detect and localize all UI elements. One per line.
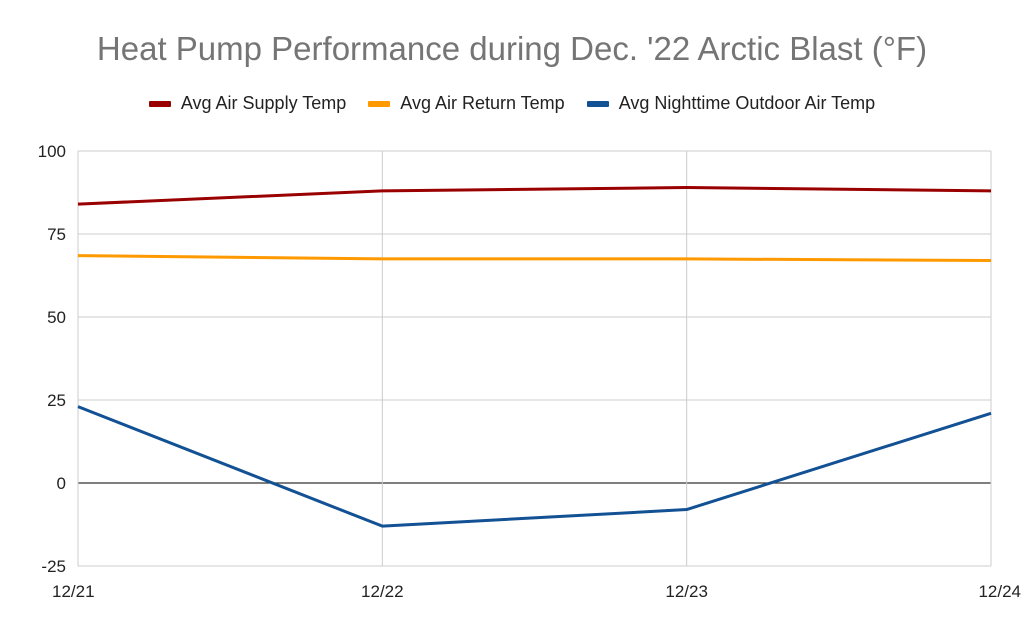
legend-label-outdoor: Avg Nighttime Outdoor Air Temp [618, 93, 876, 113]
y-tick-label: -25 [41, 557, 66, 576]
legend-label-supply: Avg Air Supply Temp [180, 93, 347, 113]
x-tick-label: 12/22 [361, 582, 404, 601]
series-line-0 [77, 186, 992, 206]
series-line-2 [77, 405, 992, 528]
x-tick-label: 12/23 [665, 582, 708, 601]
x-tick-label: 12/21 [52, 582, 95, 601]
legend-label-return: Avg Air Return Temp [400, 93, 565, 113]
series-line-1 [77, 254, 992, 263]
legend: Avg Air Supply Temp Avg Air Return Temp … [0, 93, 1024, 114]
legend-swatch-supply [148, 100, 171, 107]
legend-item-outdoor: Avg Nighttime Outdoor Air Temp [586, 93, 876, 114]
series-lines [77, 186, 992, 528]
grid [77, 150, 992, 567]
y-tick-label: 0 [57, 474, 66, 493]
legend-swatch-outdoor [586, 100, 609, 107]
y-tick-label: 100 [38, 142, 66, 161]
y-tick-label: 50 [47, 308, 66, 327]
chart-title: Heat Pump Performance during Dec. '22 Ar… [96, 30, 928, 67]
legend-item-supply: Avg Air Supply Temp [148, 93, 347, 114]
legend-swatch-return [368, 100, 391, 107]
x-tick-label: 12/24 [978, 582, 1021, 601]
y-axis: 100 75 50 25 0 -25 [38, 142, 66, 576]
x-axis: 12/21 12/22 12/23 12/24 [52, 582, 1021, 601]
y-tick-label: 25 [47, 391, 66, 410]
y-tick-label: 75 [47, 225, 66, 244]
legend-item-return: Avg Air Return Temp [368, 93, 565, 114]
